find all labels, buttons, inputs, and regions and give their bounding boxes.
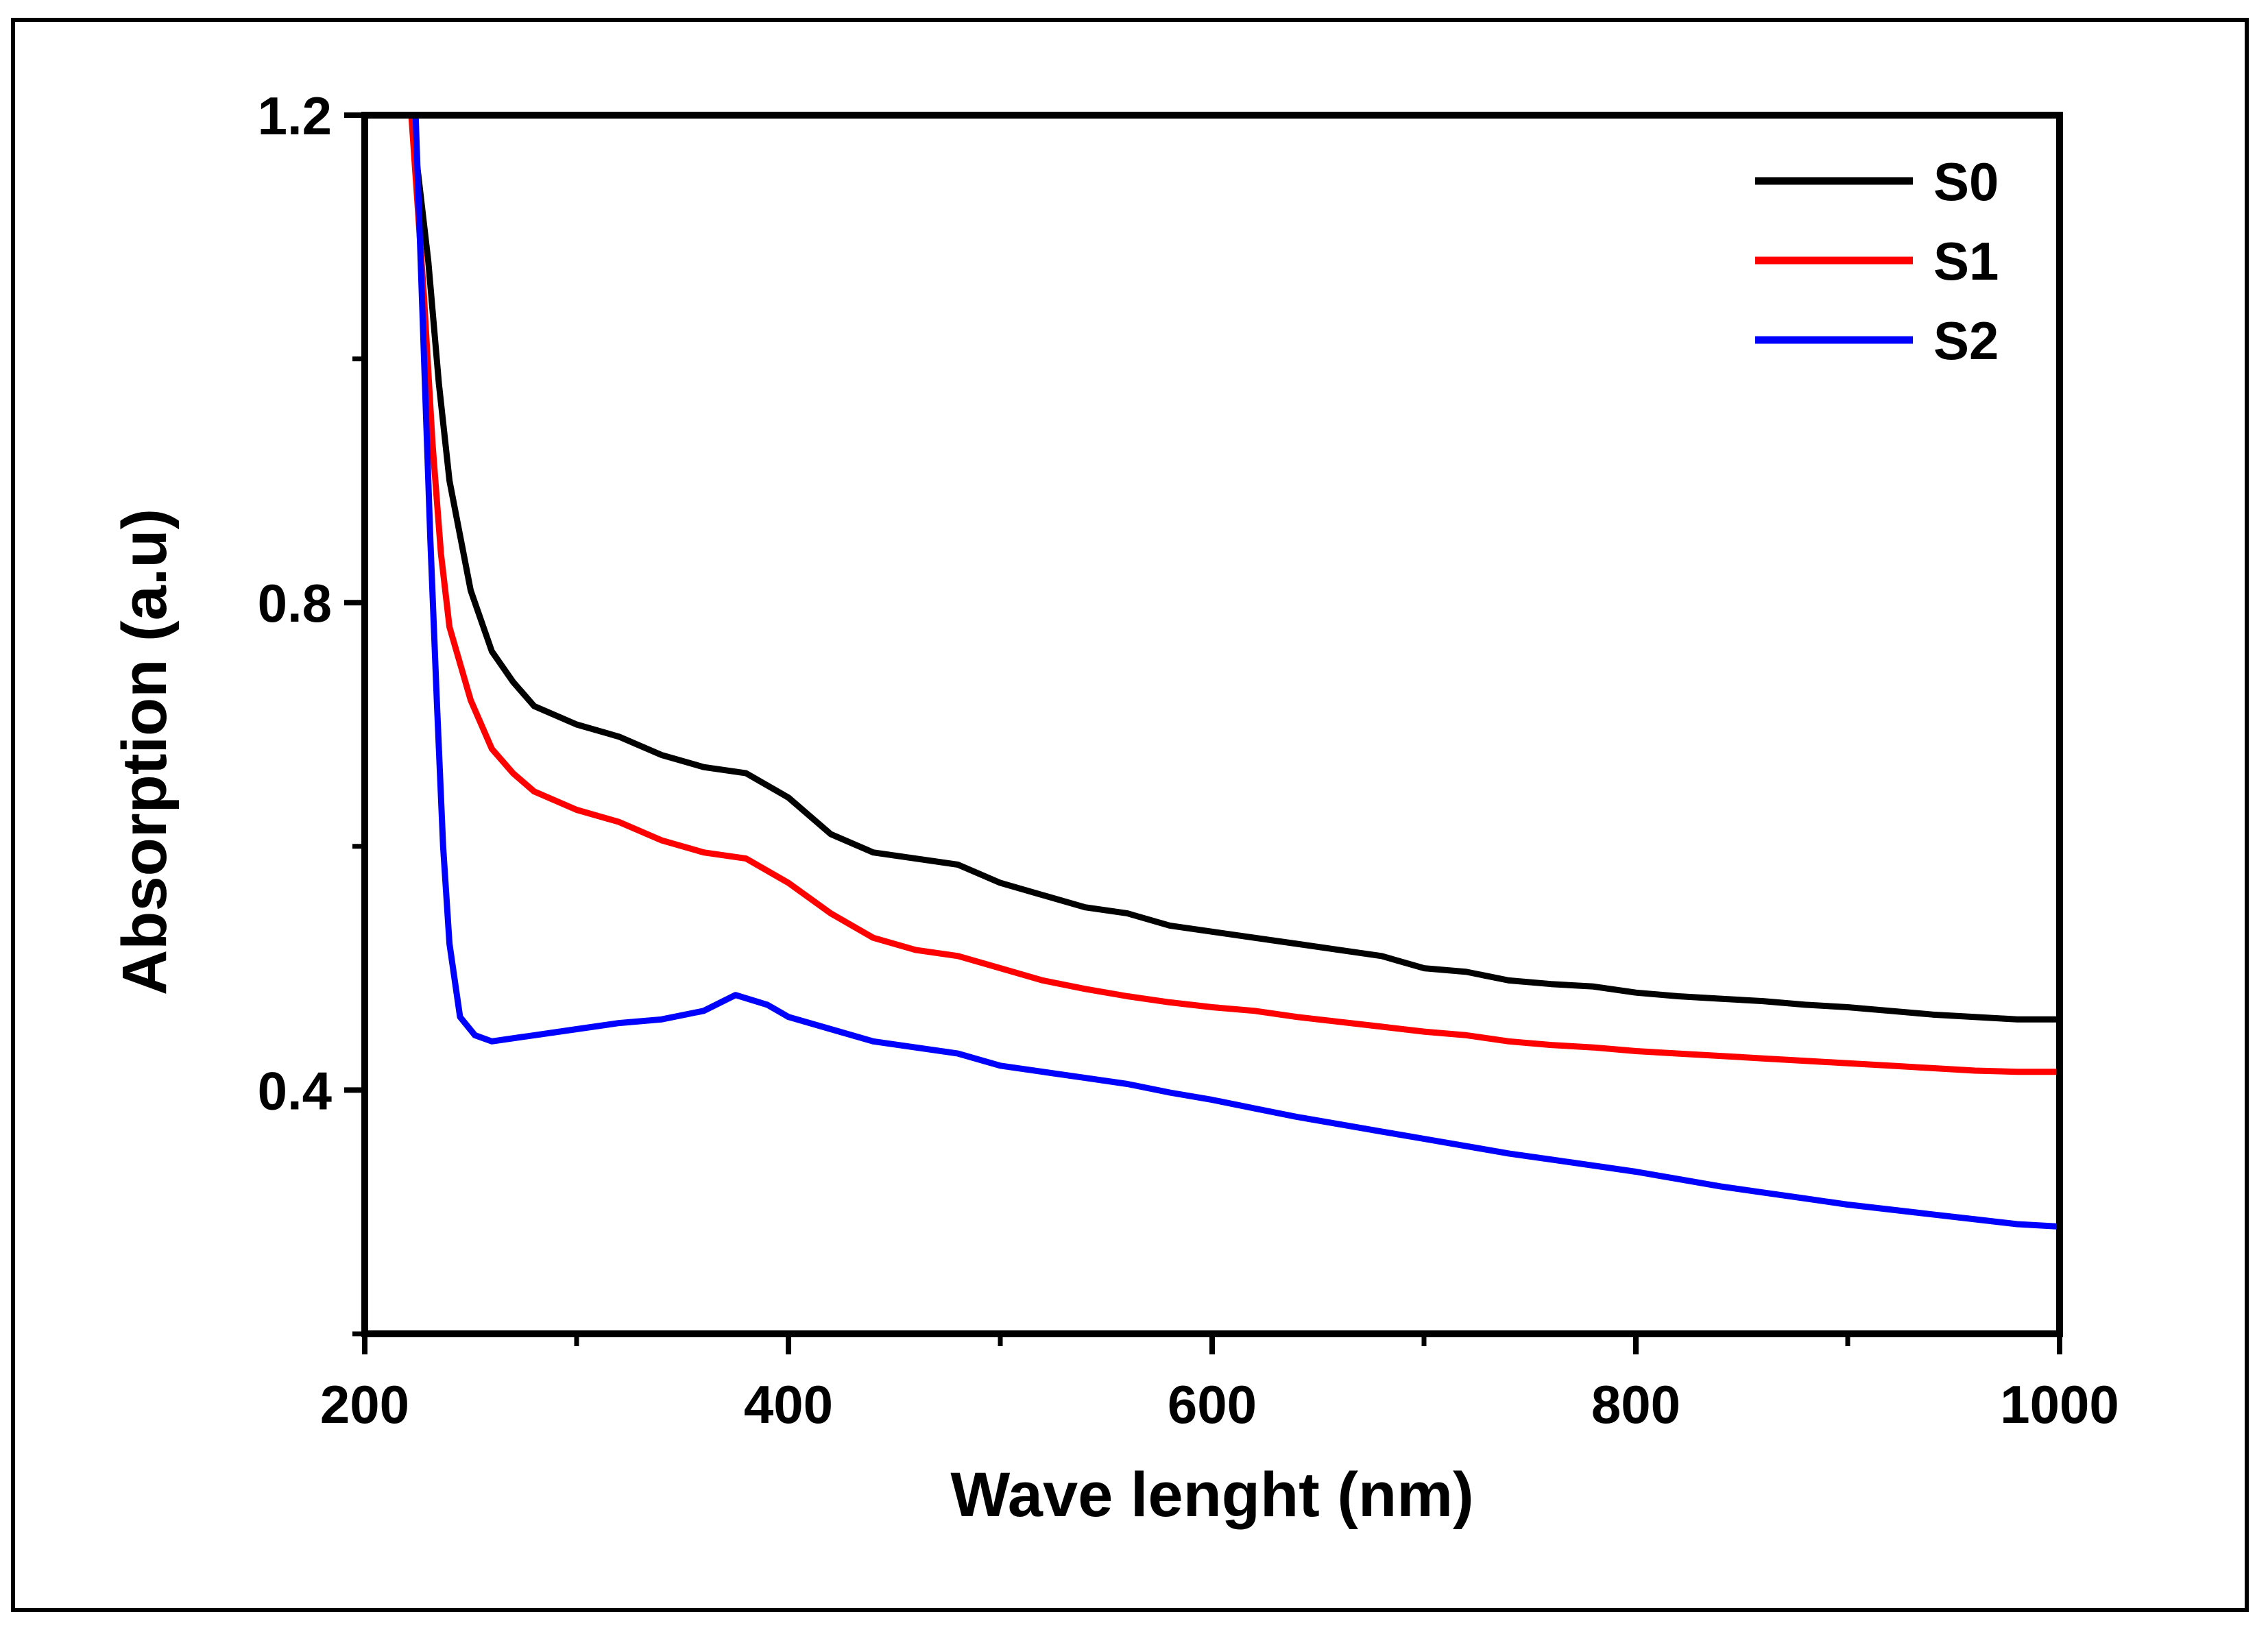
legend: S0 S1 S2 — [1755, 151, 1999, 371]
ticks-layer — [344, 112, 2062, 1354]
figure-frame — [11, 18, 2249, 1612]
y-tick-label: 1.2 — [258, 86, 332, 146]
series-line-s2 — [412, 115, 2060, 1230]
series-layer — [408, 115, 2060, 1230]
y-tick-label: 0.8 — [258, 573, 332, 633]
legend-label-s0: S0 — [1933, 151, 1999, 212]
x-axis-title: Wave lenght (nm) — [950, 1460, 1473, 1530]
tick-labels-layer: 200 400 600 800 1000 0.4 0.8 1.2 — [258, 86, 2119, 1435]
series-line-s0 — [408, 115, 2060, 1023]
legend-label-s2: S2 — [1933, 310, 1999, 371]
plot-area-frame — [361, 112, 2063, 1337]
y-axis-title: Absorption (a.u) — [110, 509, 180, 995]
x-tick-label: 400 — [744, 1374, 833, 1435]
x-tick-label: 600 — [1168, 1374, 1257, 1435]
series-line-s1 — [408, 115, 2060, 1075]
x-tick-label: 1000 — [2000, 1374, 2119, 1435]
y-tick-label: 0.4 — [258, 1060, 332, 1121]
x-tick-label: 800 — [1591, 1374, 1680, 1435]
x-tick-label: 200 — [320, 1374, 409, 1435]
legend-label-s1: S1 — [1933, 231, 1999, 291]
